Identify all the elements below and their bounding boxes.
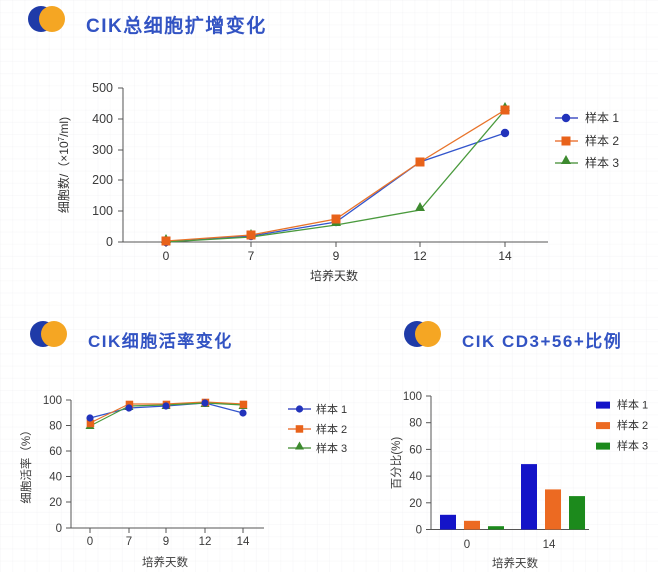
svg-text:培养天数: 培养天数 bbox=[492, 556, 538, 570]
svg-text:样本 3: 样本 3 bbox=[617, 439, 648, 453]
svg-text:20: 20 bbox=[409, 498, 422, 510]
svg-text:0: 0 bbox=[464, 539, 470, 551]
svg-text:样本 2: 样本 2 bbox=[617, 418, 648, 432]
svg-text:百分比(%): 百分比(%) bbox=[390, 437, 403, 490]
svg-text:样本 1: 样本 1 bbox=[617, 398, 648, 412]
svg-text:40: 40 bbox=[409, 471, 422, 483]
svg-text:80: 80 bbox=[409, 418, 422, 430]
svg-text:14: 14 bbox=[543, 539, 556, 551]
svg-text:60: 60 bbox=[409, 444, 422, 456]
svg-text:100: 100 bbox=[403, 391, 422, 403]
svg-text:0: 0 bbox=[416, 525, 422, 537]
